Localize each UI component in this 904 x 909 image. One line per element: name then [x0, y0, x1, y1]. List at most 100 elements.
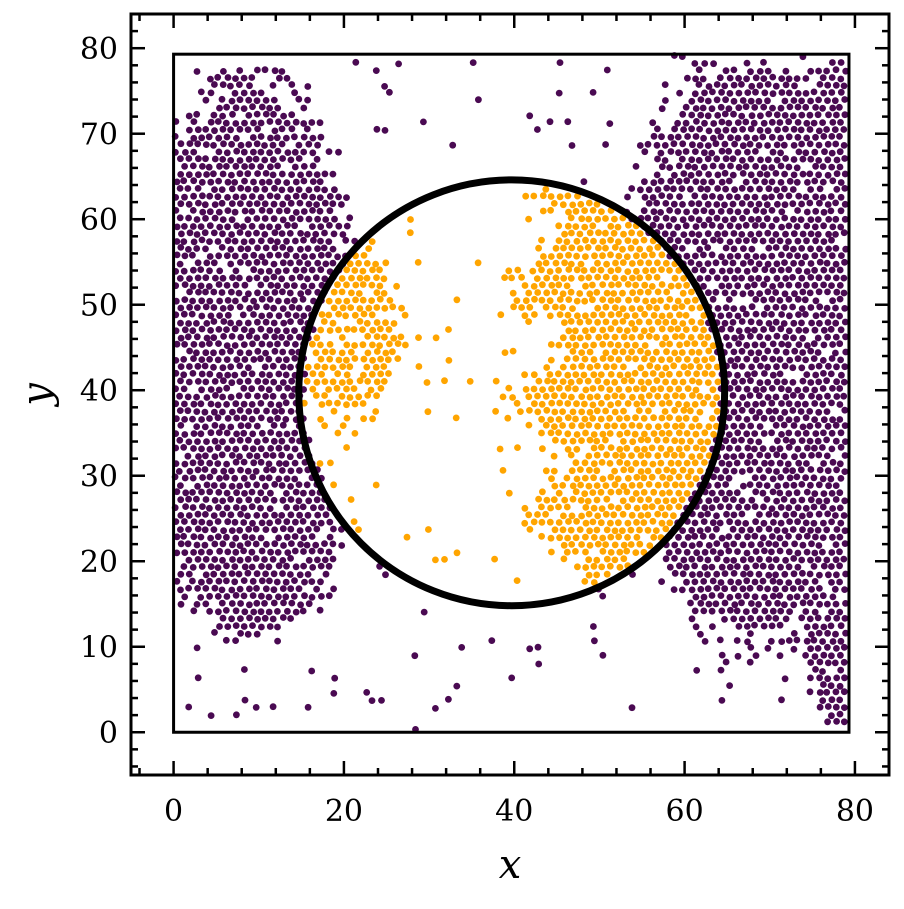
- point-inside: [689, 377, 696, 385]
- point-outside: [807, 97, 814, 105]
- point-outside: [807, 274, 815, 281]
- point-outside: [828, 149, 836, 157]
- point-outside: [726, 518, 733, 526]
- point-inside: [624, 503, 632, 511]
- point-outside: [722, 126, 730, 134]
- point-outside: [717, 312, 725, 320]
- point-outside: [246, 304, 254, 312]
- point-outside: [185, 556, 193, 564]
- point-inside: [335, 326, 342, 334]
- point-outside: [709, 193, 716, 200]
- point-outside: [746, 481, 754, 488]
- point-inside: [709, 386, 717, 394]
- point-outside: [794, 386, 802, 394]
- point-inside: [688, 288, 695, 296]
- point-inside: [567, 526, 575, 534]
- point-outside: [316, 194, 324, 202]
- point-outside: [747, 289, 755, 297]
- point-outside: [793, 75, 801, 82]
- point-outside: [769, 73, 777, 81]
- point-outside: [797, 216, 805, 224]
- point-outside: [291, 475, 299, 483]
- x-axis-label: x: [499, 842, 522, 888]
- point-inside: [318, 370, 325, 378]
- point-outside: [682, 563, 690, 571]
- point-outside: [190, 518, 198, 526]
- point-inside: [595, 333, 603, 341]
- point-outside: [308, 489, 316, 497]
- point-outside: [816, 585, 823, 592]
- point-inside: [585, 556, 593, 564]
- point-outside: [811, 549, 819, 557]
- point-outside: [814, 422, 822, 429]
- point-outside: [274, 637, 281, 645]
- point-outside: [785, 75, 793, 83]
- point-outside: [274, 147, 282, 155]
- point-inside: [578, 437, 585, 444]
- point-inside: [602, 510, 610, 518]
- point-outside: [743, 134, 750, 141]
- point-outside: [322, 570, 330, 578]
- point-outside: [346, 214, 354, 222]
- point-outside: [219, 510, 227, 518]
- point-inside: [658, 281, 666, 288]
- point-outside: [314, 245, 321, 253]
- point-outside: [287, 259, 294, 267]
- point-outside: [755, 260, 763, 268]
- point-outside: [185, 495, 193, 503]
- point-outside: [254, 289, 261, 297]
- point-outside: [679, 570, 687, 578]
- point-inside: [564, 371, 572, 379]
- point-inside: [607, 519, 614, 527]
- point-outside: [286, 289, 294, 297]
- point-outside: [250, 297, 257, 305]
- point-outside: [739, 290, 747, 298]
- point-inside: [637, 378, 645, 386]
- point-outside: [751, 578, 759, 586]
- point-inside: [627, 244, 635, 252]
- point-outside: [229, 556, 236, 563]
- point-outside: [708, 149, 716, 157]
- point-outside: [772, 615, 780, 622]
- point-outside: [186, 275, 193, 282]
- point-outside: [808, 363, 815, 371]
- point-inside: [657, 444, 665, 452]
- point-inside: [568, 541, 576, 548]
- point-inside: [611, 541, 619, 549]
- point-outside: [654, 125, 661, 133]
- point-inside: [501, 349, 509, 356]
- point-outside: [755, 525, 763, 533]
- point-inside: [577, 200, 585, 208]
- point-inside: [574, 563, 581, 571]
- point-outside: [721, 216, 729, 224]
- point-outside: [751, 193, 759, 201]
- point-outside: [704, 585, 712, 593]
- point-outside: [181, 518, 188, 525]
- point-outside: [262, 275, 270, 283]
- point-inside: [317, 326, 325, 334]
- point-inside: [369, 266, 376, 274]
- point-inside: [547, 253, 555, 260]
- point-outside: [279, 557, 287, 564]
- point-outside: [718, 459, 726, 467]
- point-outside: [802, 519, 810, 527]
- point-outside: [193, 349, 200, 357]
- point-outside: [807, 304, 815, 311]
- point-outside: [228, 452, 236, 459]
- point-inside: [619, 527, 626, 535]
- point-outside: [207, 75, 214, 83]
- point-outside: [730, 422, 738, 430]
- point-outside: [752, 414, 760, 422]
- point-inside: [654, 392, 662, 400]
- point-outside: [832, 688, 840, 696]
- point-inside: [635, 407, 643, 414]
- point-inside: [606, 414, 614, 422]
- point-inside: [552, 303, 559, 311]
- point-outside: [825, 230, 832, 238]
- point-inside: [368, 297, 375, 304]
- point-outside: [811, 326, 819, 334]
- point-inside: [658, 400, 666, 407]
- point-inside: [538, 518, 546, 526]
- point-outside: [275, 118, 282, 126]
- point-inside: [339, 422, 347, 429]
